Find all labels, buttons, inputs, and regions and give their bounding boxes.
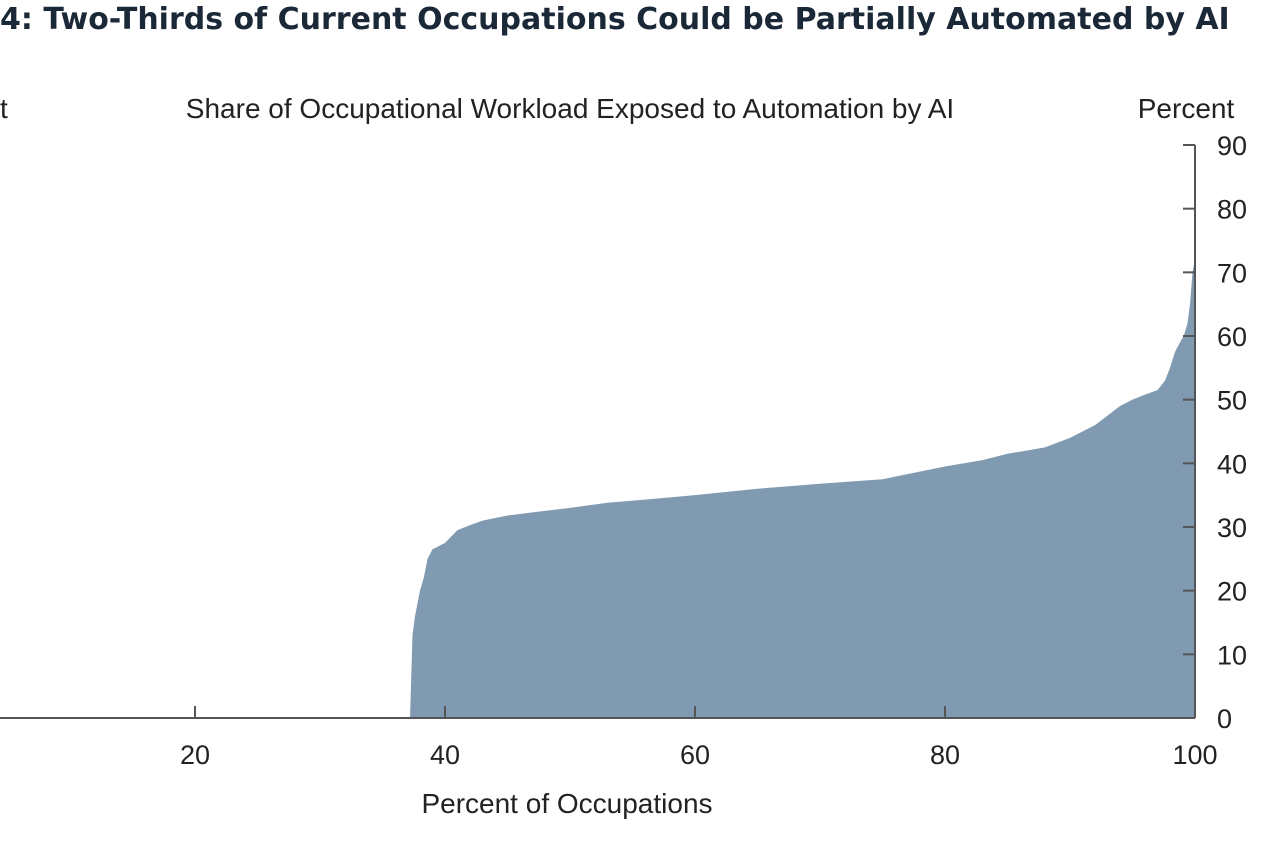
y-tick-label: 60 — [1217, 322, 1247, 352]
x-tick-label: 20 — [180, 740, 210, 770]
area-series — [410, 259, 1195, 718]
y-tick-label: 10 — [1217, 640, 1247, 670]
x-axis-label: Percent of Occupations — [421, 788, 712, 819]
right-unit-label: Percent — [1138, 93, 1235, 124]
y-tick-label: 20 — [1217, 577, 1247, 607]
y-tick-label: 80 — [1217, 195, 1247, 225]
left-unit-label: t — [0, 93, 8, 124]
y-tick-label: 30 — [1217, 513, 1247, 543]
x-tick-label: 100 — [1172, 740, 1217, 770]
y-tick-label: 0 — [1217, 704, 1232, 734]
area-fill-series-0 — [410, 259, 1195, 718]
x-tick-label: 80 — [930, 740, 960, 770]
y-tick-label: 40 — [1217, 449, 1247, 479]
y-tick-label: 70 — [1217, 258, 1247, 288]
y-tick-label: 50 — [1217, 386, 1247, 416]
x-tick-label: 60 — [680, 740, 710, 770]
chart-title: 4: Two-Thirds of Current Occupations Cou… — [0, 2, 1230, 37]
y-tick-label: 90 — [1217, 131, 1247, 161]
x-tick-label: 40 — [430, 740, 460, 770]
chart-subtitle: Share of Occupational Workload Exposed t… — [186, 93, 954, 124]
